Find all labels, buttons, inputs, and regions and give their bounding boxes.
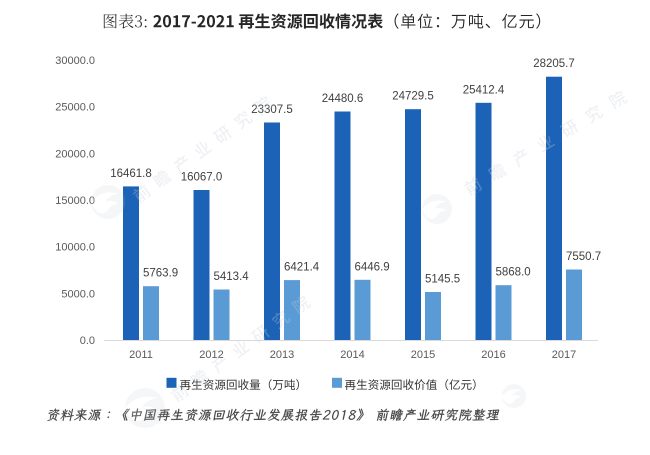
svg-text:5868.0: 5868.0: [496, 267, 531, 279]
svg-text:25412.4: 25412.4: [463, 84, 505, 96]
svg-text:5763.9: 5763.9: [143, 268, 178, 280]
svg-text:0.0: 0.0: [80, 335, 95, 347]
svg-text:10000.0: 10000.0: [55, 242, 95, 254]
svg-text:5000.0: 5000.0: [61, 288, 95, 300]
svg-text:2015: 2015: [411, 349, 435, 361]
svg-text:16067.0: 16067.0: [181, 172, 223, 184]
svg-text:6446.9: 6446.9: [355, 261, 390, 273]
svg-text:28205.7: 28205.7: [533, 58, 575, 70]
svg-text:5145.5: 5145.5: [425, 274, 460, 286]
svg-text:5413.4: 5413.4: [214, 271, 250, 283]
svg-text:2011: 2011: [129, 349, 153, 361]
svg-text:20000.0: 20000.0: [55, 148, 95, 160]
svg-text:16461.8: 16461.8: [110, 168, 152, 180]
svg-text:2013: 2013: [270, 349, 294, 361]
svg-text:24480.6: 24480.6: [322, 93, 364, 105]
svg-text:25000.0: 25000.0: [55, 102, 95, 114]
svg-text:6421.4: 6421.4: [284, 262, 320, 274]
svg-text:7550.7: 7550.7: [566, 251, 601, 263]
svg-text:24729.5: 24729.5: [392, 91, 434, 103]
svg-text:23307.5: 23307.5: [251, 104, 293, 116]
svg-text:2014: 2014: [340, 349, 364, 361]
svg-text:30000.0: 30000.0: [55, 55, 95, 67]
svg-text:15000.0: 15000.0: [55, 195, 95, 207]
svg-text:2012: 2012: [199, 349, 223, 361]
svg-text:2016: 2016: [481, 349, 505, 361]
svg-text:2017: 2017: [552, 349, 576, 361]
